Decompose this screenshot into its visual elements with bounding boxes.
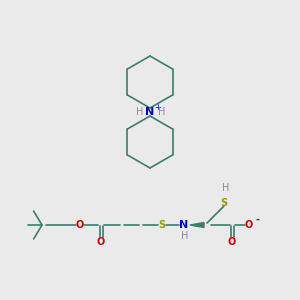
Text: H: H (136, 107, 144, 117)
Text: O: O (76, 220, 84, 230)
Text: S: S (158, 220, 166, 230)
Text: O: O (245, 220, 253, 230)
Text: O: O (97, 237, 105, 247)
Text: H: H (181, 231, 189, 241)
Polygon shape (190, 223, 204, 227)
Text: H: H (222, 183, 230, 193)
Text: N: N (179, 220, 189, 230)
Text: H: H (158, 107, 166, 117)
Text: -: - (255, 215, 259, 225)
Text: O: O (228, 237, 236, 247)
Text: +: + (154, 103, 161, 112)
Text: S: S (220, 198, 228, 208)
Text: N: N (146, 107, 154, 117)
